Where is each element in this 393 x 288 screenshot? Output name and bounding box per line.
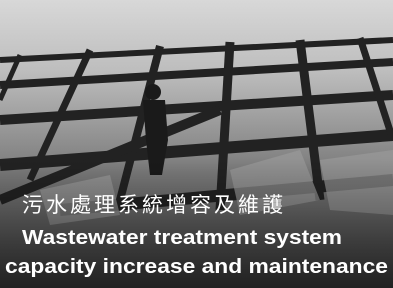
caption-chinese: 污水處理系統增容及維護	[22, 194, 286, 217]
photo: 污水處理系統增容及維護 Wastewater treatment system …	[0, 0, 393, 288]
caption-english: Wastewater treatment system	[22, 227, 342, 249]
caption-english: capacity increase and maintenance	[5, 256, 388, 278]
